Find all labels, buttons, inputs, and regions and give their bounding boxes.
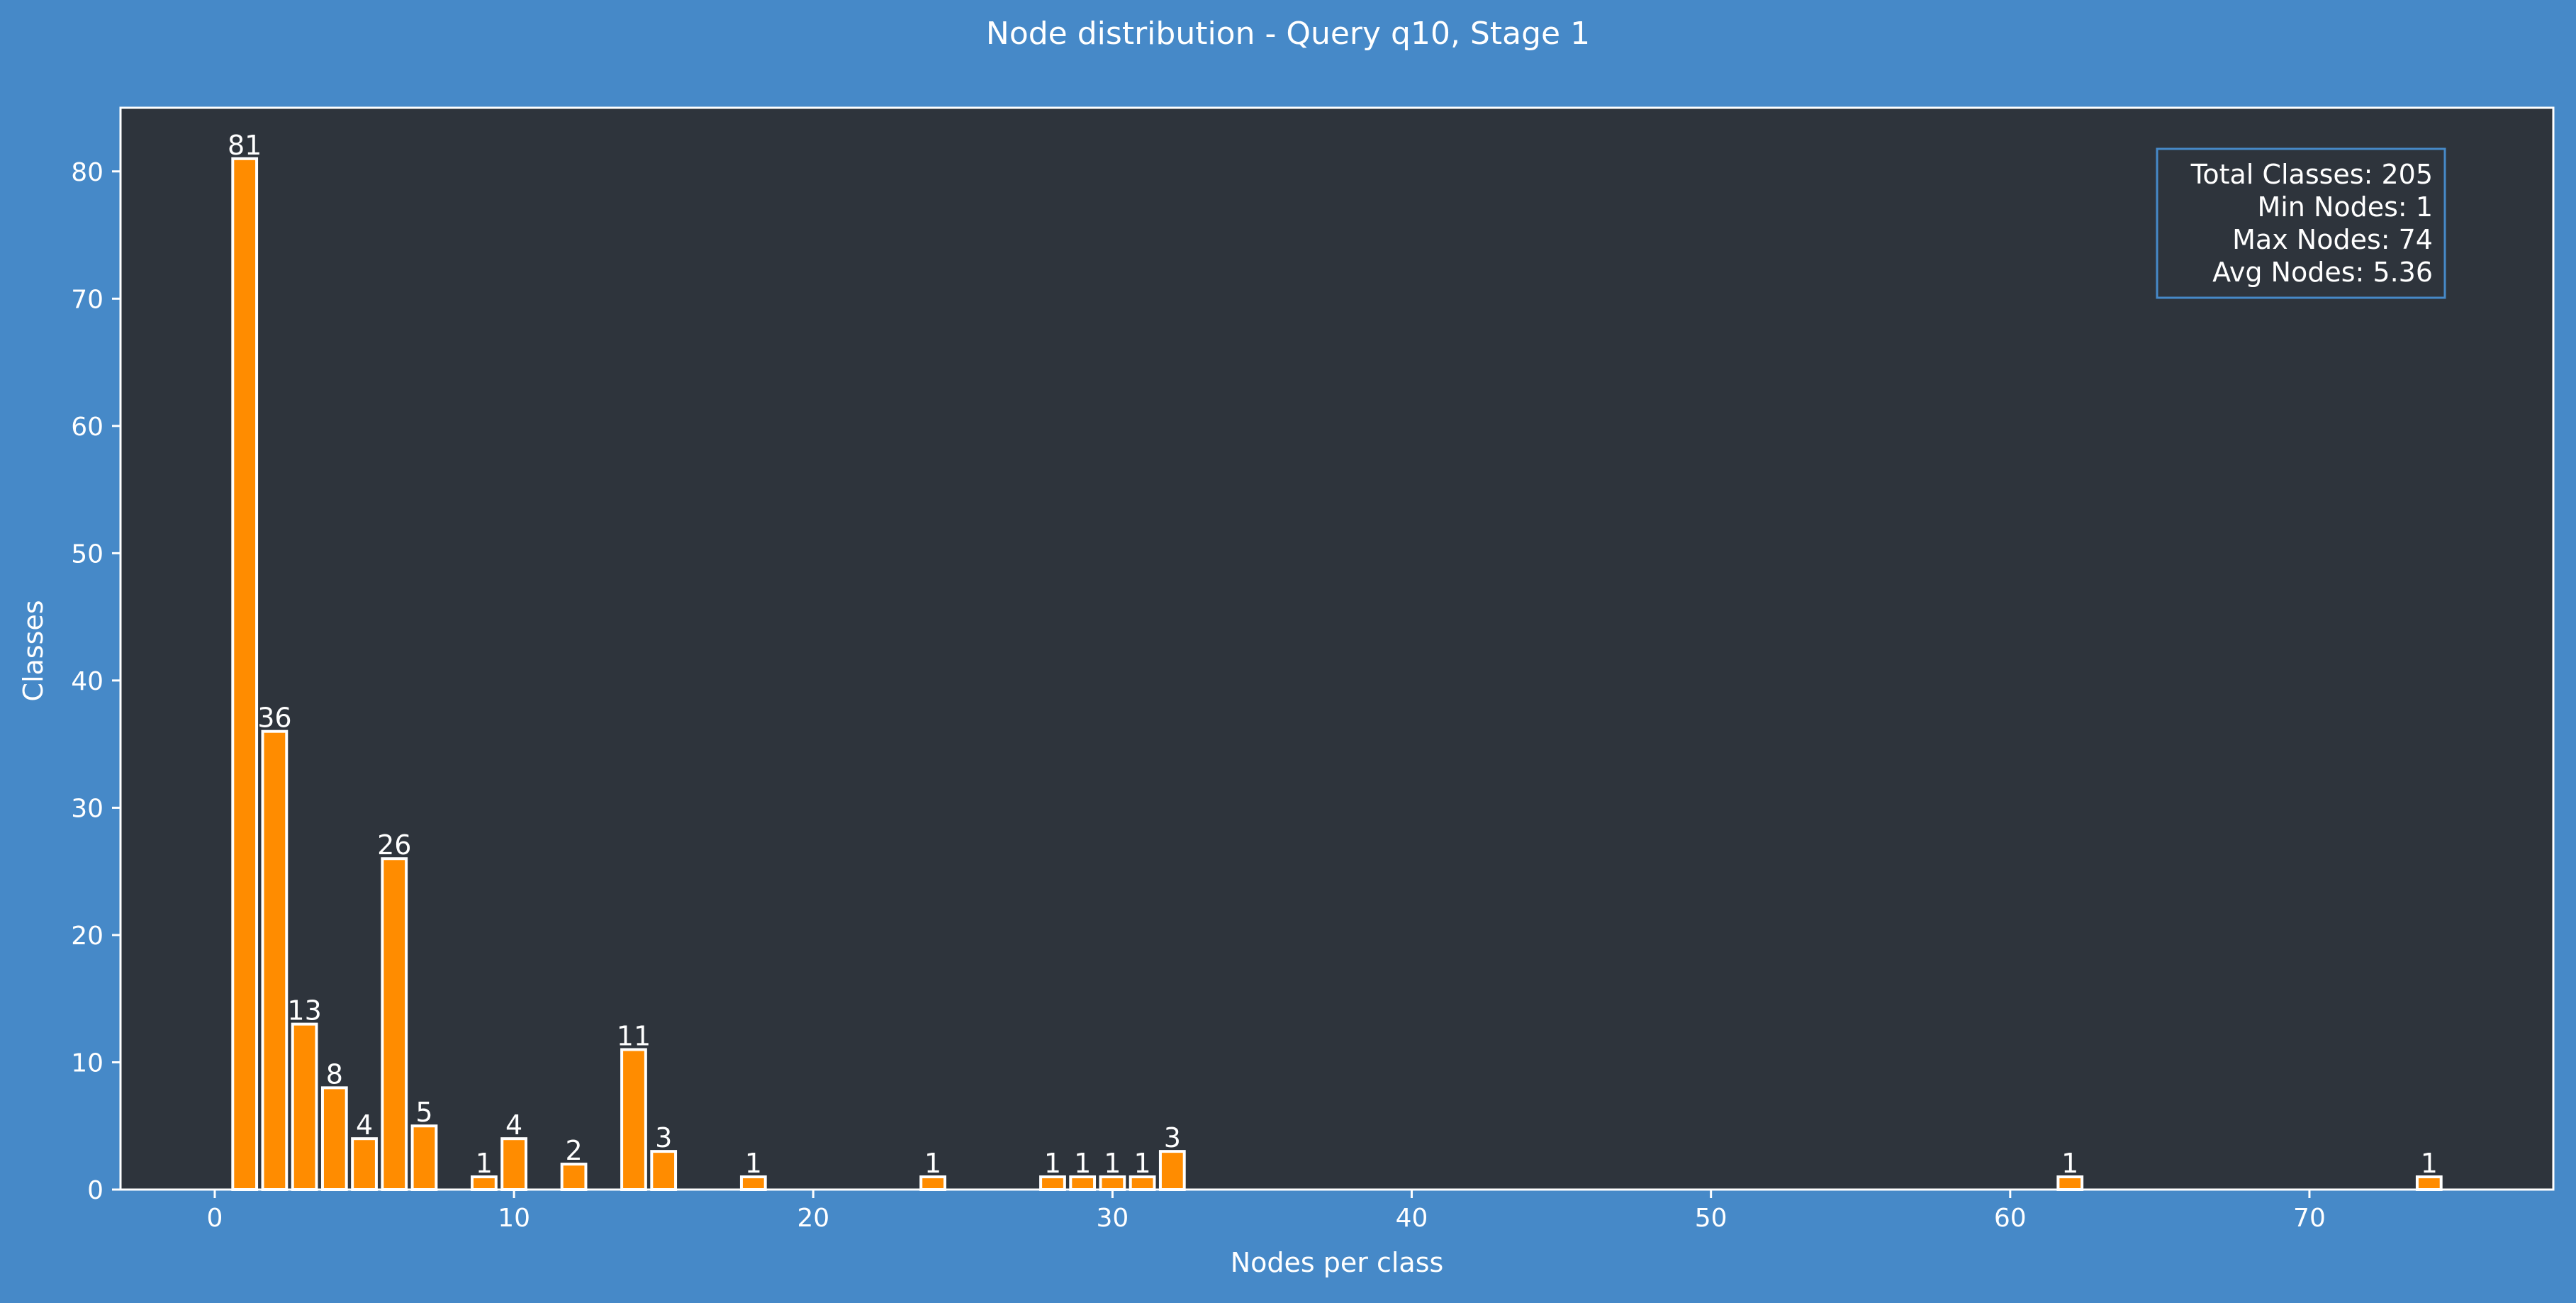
y-tick-label: 50 — [71, 539, 103, 569]
bar-value-label: 3 — [655, 1122, 672, 1153]
bar — [1158, 1150, 1186, 1192]
x-tick-label: 70 — [2293, 1204, 2326, 1233]
bar-value-label: 1 — [745, 1148, 762, 1179]
bar-value-label: 26 — [377, 829, 411, 861]
bar-value-label: 36 — [257, 703, 291, 734]
x-tick-label: 20 — [797, 1204, 829, 1233]
bar — [620, 1048, 647, 1192]
x-tick-label: 0 — [207, 1204, 223, 1233]
y-tick-label: 20 — [71, 922, 103, 951]
x-axis-label: Nodes per class — [1231, 1247, 1444, 1278]
x-tick-label: 10 — [498, 1204, 530, 1233]
chart-title: Node distribution - Query q10, Stage 1 — [986, 16, 1590, 52]
bar-value-label: 5 — [415, 1097, 432, 1128]
bar — [381, 857, 408, 1191]
x-tick-label: 50 — [1695, 1204, 1727, 1233]
bar — [320, 1086, 348, 1191]
bar — [291, 1022, 318, 1192]
y-tick-label: 60 — [71, 413, 103, 442]
bar-value-label: 1 — [1134, 1148, 1151, 1179]
y-axis-label: Classes — [18, 600, 49, 701]
y-tick-label: 40 — [71, 667, 103, 696]
bar-value-label: 1 — [924, 1148, 941, 1179]
bar-value-label: 1 — [1104, 1148, 1121, 1179]
y-tick-label: 30 — [71, 794, 103, 823]
bar-value-label: 1 — [476, 1148, 493, 1179]
x-axis: 0 10 20 30 40 50 60 70 — [207, 1190, 2326, 1233]
bar-value-label: 4 — [505, 1109, 522, 1141]
bar-value-label: 13 — [287, 995, 321, 1027]
bar — [261, 729, 289, 1191]
stats-box-frame — [2156, 147, 2446, 299]
stats-line: Max Nodes: 74 — [2232, 224, 2433, 255]
stats-line: Avg Nodes: 5.36 — [2212, 257, 2433, 288]
stats-line: Min Nodes: 1 — [2257, 191, 2433, 223]
x-tick-label: 40 — [1396, 1204, 1428, 1233]
bar-value-label: 1 — [2061, 1148, 2078, 1179]
bar-value-label: 1 — [1044, 1148, 1061, 1179]
bar-value-label: 11 — [617, 1021, 651, 1052]
bar — [351, 1137, 378, 1191]
stats-line: Total Classes: 205 — [2190, 159, 2433, 190]
bar — [500, 1137, 527, 1191]
bar-value-label: 1 — [2421, 1148, 2438, 1179]
y-tick-label: 80 — [71, 158, 103, 187]
bar — [410, 1124, 438, 1192]
y-tick-label: 0 — [87, 1176, 103, 1205]
bar-value-label: 1 — [1074, 1148, 1091, 1179]
bar — [650, 1150, 678, 1192]
plot-frame — [119, 106, 2555, 1191]
bar — [231, 157, 259, 1191]
bar-value-label: 81 — [228, 130, 262, 161]
y-tick-label: 10 — [71, 1048, 103, 1078]
y-axis: 0 10 20 30 40 50 60 70 80 — [71, 158, 121, 1205]
y-tick-label: 70 — [71, 285, 103, 314]
x-tick-label: 60 — [1994, 1204, 2027, 1233]
bar-value-label: 4 — [356, 1109, 373, 1141]
bar-value-label: 8 — [326, 1058, 343, 1090]
bar-value-label: 3 — [1164, 1122, 1181, 1153]
bar-value-label: 2 — [565, 1135, 582, 1166]
plot-area — [121, 108, 2553, 1190]
bar — [560, 1163, 588, 1191]
x-tick-label: 30 — [1096, 1204, 1129, 1233]
